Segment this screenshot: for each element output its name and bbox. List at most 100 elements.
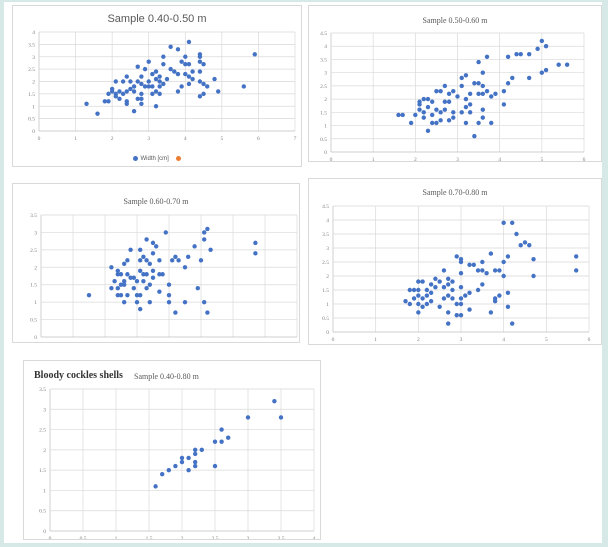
data-point xyxy=(164,76,170,82)
data-point xyxy=(135,79,140,84)
y-tick-label: 2 xyxy=(32,80,35,86)
data-point xyxy=(272,398,277,404)
chart-title: Sample 0.70-0.80 m xyxy=(422,188,488,197)
data-point xyxy=(458,313,464,318)
data-point xyxy=(109,286,114,291)
data-point xyxy=(454,254,459,259)
data-point xyxy=(463,104,469,110)
y-tick-label: 0 xyxy=(326,330,329,336)
data-point xyxy=(153,76,159,82)
data-point xyxy=(492,268,498,273)
data-point xyxy=(197,69,203,74)
y-tick-label: 3 xyxy=(32,55,35,61)
x-tick-label: 6 xyxy=(257,136,260,142)
data-point xyxy=(463,73,469,78)
y-tick-label: 3.5 xyxy=(322,232,329,238)
x-tick-label: 1.5 xyxy=(146,536,153,539)
data-point xyxy=(146,84,151,89)
x-tick-label: 1 xyxy=(372,157,375,161)
data-point xyxy=(157,91,162,97)
data-point xyxy=(421,96,426,102)
data-point xyxy=(488,310,494,315)
data-point xyxy=(128,79,133,84)
x-tick-label: 5 xyxy=(540,157,543,161)
data-point xyxy=(441,296,447,301)
data-point xyxy=(161,61,166,67)
data-point xyxy=(446,99,452,104)
data-point xyxy=(183,71,188,77)
data-point xyxy=(459,75,464,81)
data-point xyxy=(556,62,561,67)
data-point xyxy=(134,292,140,298)
figure-sheet: 0 1 2 3 4 5 6 7 0 0.5 1 1.5 2 2.5 3 3.5 4 Sample 0.40-0.… xyxy=(4,2,602,543)
data-point xyxy=(157,272,162,277)
data-point xyxy=(437,304,442,309)
data-point xyxy=(564,62,570,67)
data-point xyxy=(135,96,140,102)
data-point xyxy=(459,83,464,89)
data-point xyxy=(166,292,172,298)
data-point xyxy=(150,275,156,280)
data-point xyxy=(420,279,425,284)
data-point xyxy=(434,107,439,112)
data-point xyxy=(124,74,129,79)
data-point xyxy=(109,265,114,270)
data-point xyxy=(446,293,451,298)
data-point xyxy=(505,254,511,259)
x-tick-label: 4 xyxy=(313,536,316,539)
y-tick-label: 2 xyxy=(326,274,329,280)
data-point xyxy=(416,293,421,298)
data-point xyxy=(186,61,192,67)
scatter-plot: 0 1 2 3 4 5 6 0 0.5 1 1.5 2 2.5 3 3.5 4 4.5 xyxy=(320,31,586,161)
data-point xyxy=(113,94,119,99)
data-point xyxy=(202,230,207,235)
data-point xyxy=(480,83,485,89)
data-point xyxy=(166,299,172,305)
x-tick-label: 1 xyxy=(115,536,118,539)
data-point xyxy=(446,321,451,326)
data-point xyxy=(128,86,133,92)
data-point xyxy=(131,109,137,114)
data-point xyxy=(480,107,485,112)
data-point xyxy=(510,321,515,326)
y-tick-label: 3.5 xyxy=(39,387,46,393)
data-point xyxy=(535,46,540,52)
data-point xyxy=(463,96,469,102)
data-point xyxy=(450,296,455,301)
data-point xyxy=(458,301,464,307)
data-point xyxy=(160,472,165,477)
data-point xyxy=(216,89,221,94)
scatter-plot: 0 1 2 3 4 5 6 0 0.5 1 1.5 2 2.5 3 3.5 4 4.5 xyxy=(322,204,591,343)
data-point xyxy=(198,258,204,263)
y-tick-label: 2 xyxy=(324,97,327,103)
chart-sample-040-080: 0 0.5 1 1.5 2 2.5 3 3.5 4 0 0.5 1 1.5 2 2.5 3 3.5 Bloody… xyxy=(23,360,321,540)
data-point xyxy=(489,120,494,126)
data-point xyxy=(484,88,490,94)
data-point xyxy=(472,81,477,86)
data-point xyxy=(138,292,143,298)
data-point xyxy=(160,272,165,277)
data-point xyxy=(505,81,511,86)
data-point xyxy=(527,243,532,248)
data-point xyxy=(138,258,143,263)
data-point xyxy=(131,84,137,89)
data-point xyxy=(446,310,451,315)
data-point xyxy=(413,112,418,118)
data-point xyxy=(197,79,203,84)
data-point xyxy=(403,299,408,304)
chart-title: Sample 0.50-0.60 m xyxy=(422,16,488,25)
y-tick-label: 2.5 xyxy=(30,248,37,254)
data-point xyxy=(125,258,130,263)
data-point xyxy=(144,272,149,277)
x-tick-label: 6 xyxy=(588,337,591,343)
data-point xyxy=(120,79,126,84)
data-point xyxy=(411,296,417,301)
data-point xyxy=(161,81,166,87)
data-point xyxy=(153,89,159,94)
data-point xyxy=(115,272,121,277)
data-point xyxy=(186,455,191,461)
data-point xyxy=(95,111,100,116)
data-point xyxy=(122,282,127,287)
data-point xyxy=(484,54,490,59)
scatter-plot: 0 1 2 3 4 5 6 7 0 0.5 1 1.5 2 2.5 3 3.5 4 xyxy=(28,30,297,142)
